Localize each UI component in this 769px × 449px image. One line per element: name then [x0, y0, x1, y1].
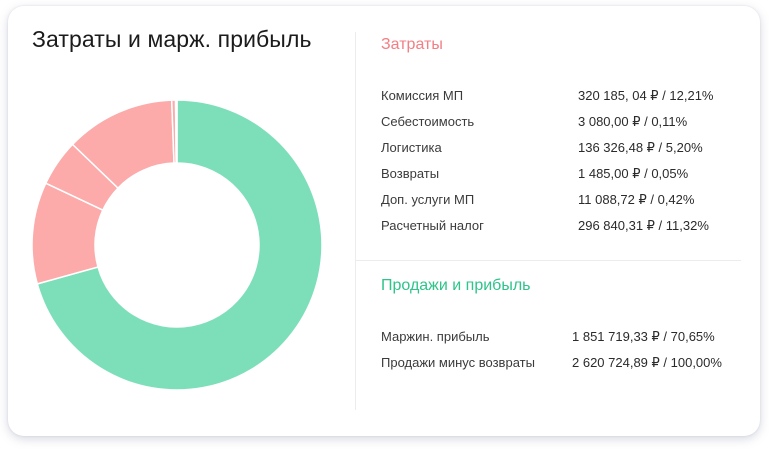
row-value: 1 485,00 ₽ / 0,05%	[578, 166, 689, 181]
donut-chart	[31, 99, 323, 391]
card-title: Затраты и марж. прибыль	[32, 26, 312, 52]
sales-row-margin-profit: Маржин. прибыль 1 851 719,33 ₽ / 70,65%	[381, 329, 761, 349]
row-label: Логистика	[381, 140, 442, 155]
donut-slice-7	[175, 99, 178, 164]
sales-section-title: Продажи и прибыль	[381, 277, 531, 294]
cost-margin-card: Затраты и марж. прибыль Затраты Комиссия…	[8, 6, 760, 436]
cost-row-returns: Возвраты 1 485,00 ₽ / 0,05%	[381, 166, 761, 186]
cost-row-logistics: Логистика 136 326,48 ₽ / 5,20%	[381, 140, 761, 160]
row-value: 2 620 724,89 ₽ / 100,00%	[572, 355, 722, 370]
row-label: Расчетный налог	[381, 218, 484, 233]
vertical-divider	[355, 32, 356, 410]
sales-row-sales-minus-returns: Продажи минус возвраты 2 620 724,89 ₽ / …	[381, 355, 761, 375]
row-value: 320 185, 04 ₽ / 12,21%	[578, 88, 714, 103]
donut-slice-1	[36, 99, 323, 391]
row-value: 1 851 719,33 ₽ / 70,65%	[572, 329, 715, 344]
row-label: Комиссия МП	[381, 88, 464, 103]
costs-section-title: Затраты	[381, 36, 443, 53]
row-label: Возвраты	[381, 166, 440, 181]
cost-row-cost-price: Себестоимость 3 080,00 ₽ / 0,11%	[381, 114, 761, 134]
row-value: 296 840,31 ₽ / 11,32%	[578, 218, 709, 233]
horizontal-divider	[355, 260, 741, 261]
row-label: Себестоимость	[381, 114, 475, 129]
row-label: Продажи минус возвраты	[381, 355, 535, 370]
row-label: Доп. услуги МП	[381, 192, 475, 207]
row-value: 11 088,72 ₽ / 0,42%	[578, 192, 695, 207]
row-label: Маржин. прибыль	[381, 329, 490, 344]
cost-row-extra-services: Доп. услуги МП 11 088,72 ₽ / 0,42%	[381, 192, 761, 212]
cost-row-tax: Расчетный налог 296 840,31 ₽ / 11,32%	[381, 218, 761, 238]
cost-row-commission: Комиссия МП 320 185, 04 ₽ / 12,21%	[381, 88, 761, 108]
row-value: 3 080,00 ₽ / 0,11%	[578, 114, 688, 129]
row-value: 136 326,48 ₽ / 5,20%	[578, 140, 703, 155]
